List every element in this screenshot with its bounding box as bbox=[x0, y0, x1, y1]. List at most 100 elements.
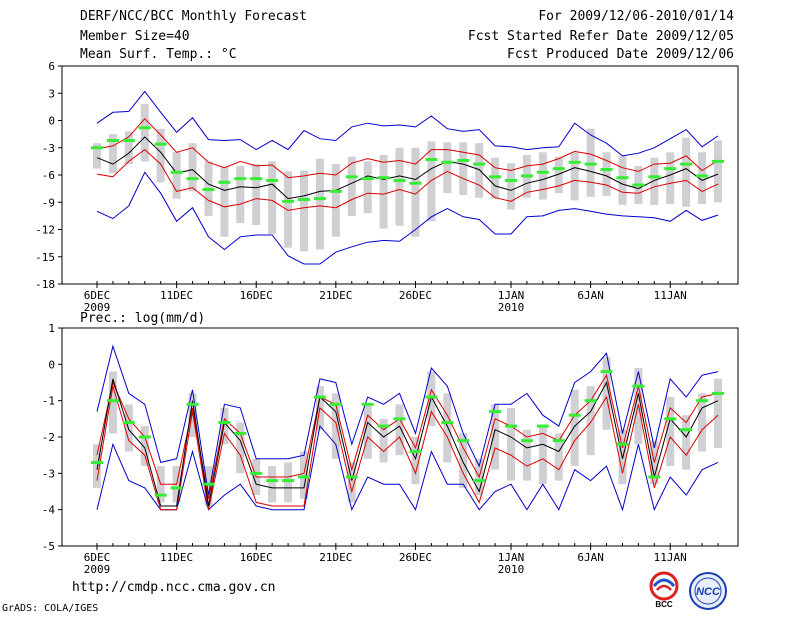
observed-marker bbox=[91, 460, 103, 464]
observed-marker bbox=[345, 475, 358, 479]
observed-marker bbox=[616, 442, 629, 446]
variable-label: Mean Surf. Temp.: °C bbox=[80, 47, 237, 62]
observed-marker bbox=[250, 471, 263, 475]
observed-marker bbox=[91, 146, 103, 150]
y-tick-label: 0 bbox=[48, 115, 55, 128]
observed-marker bbox=[250, 177, 263, 181]
x-tick-label: 1JAN bbox=[498, 289, 525, 302]
precip-panel-title: Prec.: log(mm/d) bbox=[80, 311, 205, 326]
x-tick-label: 11JAN bbox=[654, 551, 687, 564]
x-tick-label: 6DEC bbox=[84, 289, 111, 302]
observed-marker bbox=[505, 424, 517, 428]
observed-marker bbox=[313, 197, 326, 201]
observed-marker bbox=[680, 428, 693, 432]
observed-marker bbox=[393, 178, 406, 182]
spread-box bbox=[363, 161, 372, 214]
spread-box bbox=[331, 393, 340, 459]
observed-marker bbox=[536, 424, 549, 428]
spread-box bbox=[698, 393, 707, 452]
observed-marker bbox=[425, 158, 438, 162]
observed-marker bbox=[584, 162, 597, 166]
observed-marker bbox=[712, 391, 724, 395]
forecast-started-date: Fcst Started Refer Date 2009/12/05 bbox=[467, 29, 734, 44]
x-tick-label: 16DEC bbox=[240, 551, 273, 564]
spread-box bbox=[538, 426, 547, 485]
forecast-period: For 2009/12/06-2010/01/14 bbox=[538, 9, 734, 24]
observed-marker bbox=[106, 399, 119, 403]
observed-marker bbox=[600, 370, 613, 374]
bcc-logo-text: BCC bbox=[655, 600, 673, 609]
spread-box bbox=[411, 437, 420, 485]
observed-marker bbox=[616, 176, 629, 180]
x-tick-label: 16DEC bbox=[240, 289, 273, 302]
spread-box bbox=[698, 152, 707, 205]
observed-marker bbox=[489, 410, 502, 414]
spread-box bbox=[347, 462, 356, 503]
spread-box bbox=[602, 152, 611, 196]
spread-box bbox=[427, 141, 436, 222]
observed-marker bbox=[282, 199, 295, 203]
spread-box bbox=[140, 104, 149, 162]
x-tick-label: 11JAN bbox=[654, 289, 687, 302]
observed-marker bbox=[377, 176, 390, 180]
y-tick-label: -12 bbox=[35, 224, 55, 237]
observed-marker bbox=[568, 160, 581, 164]
ensemble-max-line bbox=[96, 344, 719, 496]
spread-box bbox=[586, 386, 595, 456]
observed-marker bbox=[154, 142, 167, 146]
spread-box bbox=[682, 137, 691, 207]
observed-marker bbox=[122, 420, 135, 424]
spread-box bbox=[682, 415, 691, 470]
observed-marker bbox=[122, 138, 135, 142]
observed-marker bbox=[520, 174, 533, 178]
observed-marker bbox=[202, 188, 215, 192]
observed-marker bbox=[696, 174, 709, 178]
observed-marker bbox=[361, 402, 374, 406]
spread-box bbox=[252, 164, 261, 225]
spread-box bbox=[284, 171, 293, 248]
observed-marker bbox=[266, 178, 279, 182]
x-tick-year-label: 2009 bbox=[84, 563, 111, 576]
spread-box bbox=[236, 422, 245, 474]
ensemble-mean-line bbox=[96, 378, 719, 507]
y-tick-label: 1 bbox=[48, 322, 55, 335]
source-url[interactable]: http://cmdp.ncc.cma.gov.cn bbox=[72, 580, 276, 595]
spread-box bbox=[666, 152, 675, 205]
spread-box bbox=[602, 357, 611, 430]
ncc-logo-text: NCC bbox=[696, 586, 721, 598]
y-tick-label: 0 bbox=[48, 358, 55, 371]
x-tick-label: 1JAN bbox=[498, 551, 525, 564]
upper-spread-line bbox=[96, 117, 719, 179]
spread-box bbox=[459, 142, 468, 195]
observed-marker bbox=[536, 170, 549, 174]
spread-box bbox=[443, 393, 452, 463]
x-tick-label: 11DEC bbox=[160, 551, 193, 564]
y-tick-label: -15 bbox=[35, 251, 55, 264]
spread-box bbox=[459, 433, 468, 488]
spread-box bbox=[236, 165, 245, 224]
chart-title: DERF/NCC/BCC Monthly Forecast bbox=[80, 9, 307, 24]
observed-marker bbox=[154, 493, 167, 497]
observed-marker bbox=[441, 160, 454, 164]
spread-box bbox=[522, 429, 531, 481]
observed-marker bbox=[712, 159, 724, 163]
spread-box bbox=[108, 134, 117, 174]
observed-marker bbox=[138, 435, 151, 439]
y-tick-label: -5 bbox=[42, 540, 55, 553]
x-tick-label: 11DEC bbox=[160, 289, 193, 302]
spread-box bbox=[93, 143, 101, 169]
observed-marker bbox=[568, 413, 581, 417]
spread-box bbox=[507, 163, 515, 210]
x-tick-label: 6JAN bbox=[577, 289, 604, 302]
ncc-logo: NCC bbox=[689, 572, 727, 610]
spread-box bbox=[475, 143, 484, 198]
y-tick-label: -3 bbox=[42, 142, 55, 155]
observed-marker bbox=[648, 175, 661, 179]
y-tick-label: -1 bbox=[42, 395, 55, 408]
spread-box bbox=[666, 397, 675, 467]
observed-marker bbox=[457, 158, 470, 162]
forecast-produced-date: Fcst Produced Date 2009/12/06 bbox=[507, 47, 734, 62]
observed-marker bbox=[473, 162, 486, 166]
grads-credit: GrADS: COLA/IGES bbox=[2, 603, 99, 614]
